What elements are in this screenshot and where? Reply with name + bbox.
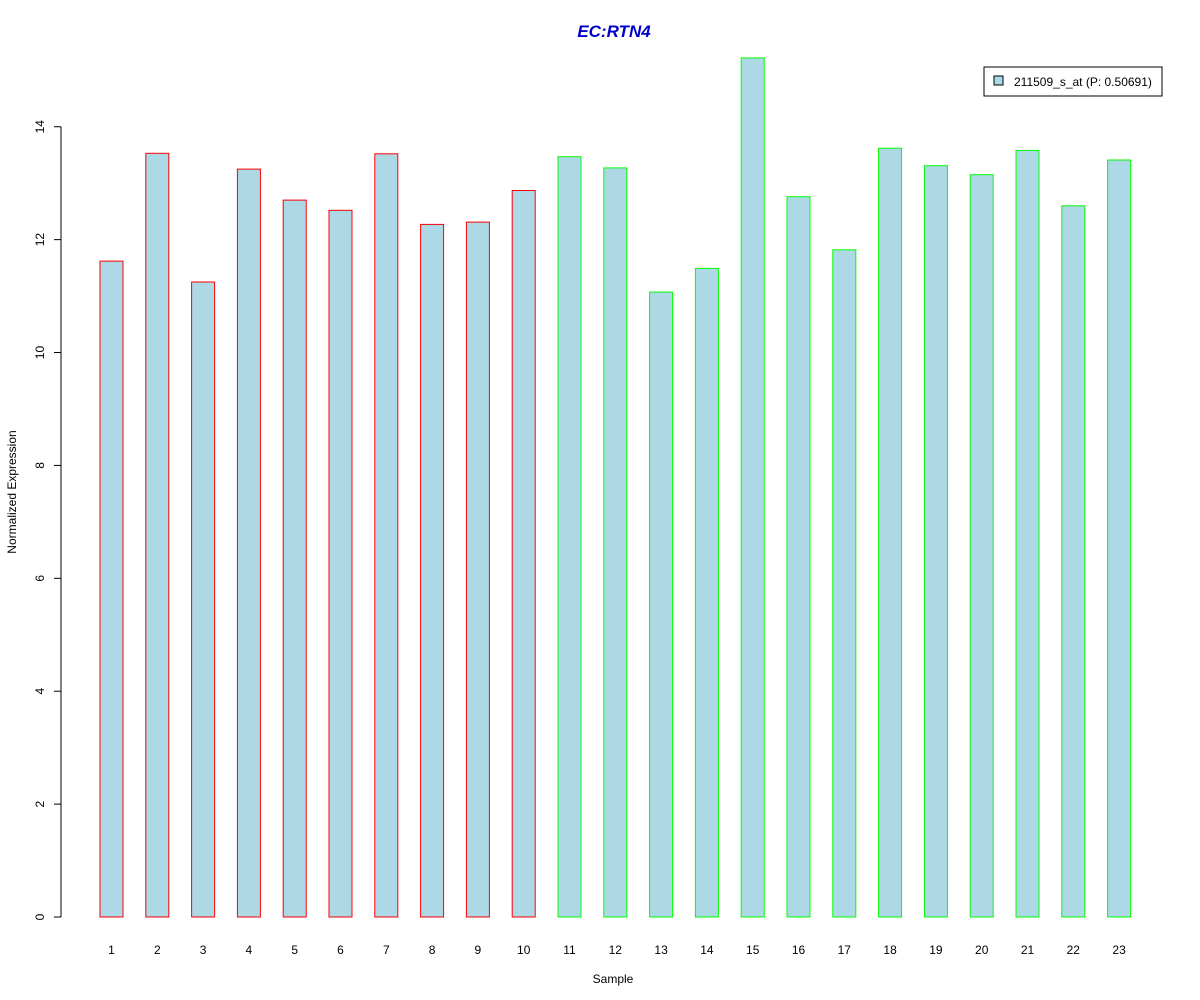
bar-sample-11 bbox=[557, 156, 582, 918]
bar-sample-6 bbox=[328, 209, 353, 918]
bar-sample-9 bbox=[465, 221, 490, 918]
y-tick-label: 14 bbox=[33, 120, 47, 134]
x-tick-label: 9 bbox=[475, 943, 482, 957]
x-tick-label: 4 bbox=[246, 943, 253, 957]
x-tick-label: 15 bbox=[746, 943, 760, 957]
y-axis: 0 2 4 6 8 10 12 14 bbox=[33, 120, 62, 920]
bar-sample-23 bbox=[1107, 159, 1132, 918]
x-tick-label: 3 bbox=[200, 943, 207, 957]
y-tick-label: 8 bbox=[33, 462, 47, 469]
bar-sample-16 bbox=[786, 196, 811, 918]
bar-sample-8 bbox=[420, 223, 445, 918]
bars-group bbox=[99, 57, 1132, 918]
bar-sample-13 bbox=[649, 291, 674, 918]
x-tick-label: 7 bbox=[383, 943, 390, 957]
legend-label: 211509_s_at (P: 0.50691) bbox=[1014, 75, 1152, 89]
x-tick-label: 21 bbox=[1021, 943, 1035, 957]
chart-title: EC:RTN4 bbox=[577, 22, 651, 41]
bar-sample-20 bbox=[969, 174, 994, 918]
bar-sample-10 bbox=[511, 190, 536, 918]
bar-sample-4 bbox=[236, 168, 261, 918]
x-tick-label: 22 bbox=[1067, 943, 1081, 957]
x-tick-label: 6 bbox=[337, 943, 344, 957]
x-tick-label: 19 bbox=[929, 943, 943, 957]
bar-sample-17 bbox=[832, 249, 857, 918]
y-tick-label: 6 bbox=[33, 575, 47, 582]
x-tick-label: 20 bbox=[975, 943, 989, 957]
x-tick-label: 17 bbox=[838, 943, 852, 957]
y-tick-label: 12 bbox=[33, 233, 47, 247]
bar-sample-22 bbox=[1061, 205, 1086, 918]
y-axis-title: Normalized Expression bbox=[5, 430, 19, 553]
legend-box bbox=[983, 66, 1163, 97]
x-tick-label: 11 bbox=[563, 943, 576, 957]
x-tick-label: 2 bbox=[154, 943, 161, 957]
legend: 211509_s_at (P: 0.50691) bbox=[983, 66, 1163, 97]
x-tick-label: 23 bbox=[1112, 943, 1126, 957]
bar-sample-3 bbox=[191, 281, 216, 918]
x-tick-label: 13 bbox=[654, 943, 668, 957]
bar-sample-5 bbox=[282, 199, 307, 918]
bar-sample-18 bbox=[878, 147, 903, 918]
y-tick-label: 4 bbox=[33, 688, 47, 695]
x-axis-tick-labels: 1 2 3 4 5 6 7 8 9 10 11 12 13 14 15 16 17 18 19 20 21 22 23 bbox=[108, 943, 1126, 957]
bar-sample-12 bbox=[603, 167, 628, 918]
x-tick-label: 14 bbox=[700, 943, 714, 957]
y-tick-label: 0 bbox=[33, 913, 47, 920]
y-tick-label: 10 bbox=[33, 346, 47, 360]
x-tick-label: 1 bbox=[108, 943, 115, 957]
x-tick-label: 18 bbox=[883, 943, 897, 957]
x-tick-label: 10 bbox=[517, 943, 531, 957]
x-tick-label: 5 bbox=[291, 943, 298, 957]
bar-sample-21 bbox=[1015, 149, 1040, 918]
x-tick-label: 12 bbox=[609, 943, 623, 957]
bar-sample-1 bbox=[99, 260, 124, 918]
y-tick-label: 2 bbox=[33, 800, 47, 807]
bar-sample-15 bbox=[740, 57, 765, 918]
bar-sample-2 bbox=[145, 152, 170, 918]
bar-sample-19 bbox=[923, 165, 948, 918]
x-tick-label: 8 bbox=[429, 943, 436, 957]
x-axis-title: Sample bbox=[593, 972, 634, 986]
bar-sample-7 bbox=[374, 153, 399, 918]
x-tick-label: 16 bbox=[792, 943, 806, 957]
bar-sample-14 bbox=[694, 267, 719, 918]
legend-swatch bbox=[993, 75, 1004, 86]
